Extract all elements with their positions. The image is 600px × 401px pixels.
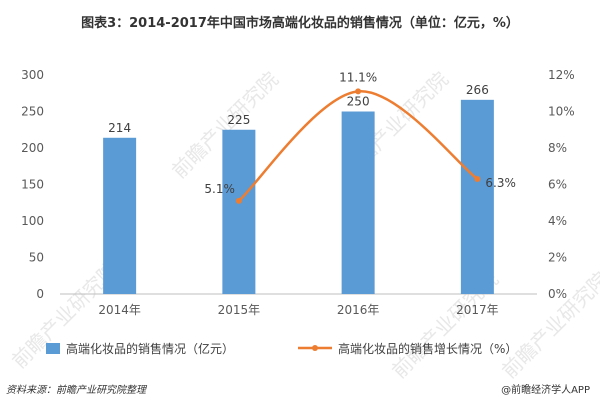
y-right-tick-label: 4% [548, 214, 567, 228]
bar [341, 111, 375, 294]
legend-line-marker [312, 345, 318, 351]
bar-data-label: 266 [466, 83, 489, 97]
bar-data-label: 225 [227, 113, 250, 127]
bar [460, 99, 494, 294]
chart-title: 图表3：2014-2017年中国市场高端化妆品的销售情况（单位：亿元，%） [81, 16, 519, 31]
x-tick-label: 2016年 [337, 303, 380, 317]
y-right-tick-label: 6% [548, 178, 567, 192]
y-left-tick-label: 50 [29, 251, 44, 265]
growth-point [355, 88, 362, 95]
y-left-tick-label: 0 [36, 287, 44, 301]
y-right-tick-label: 0% [548, 287, 567, 301]
bar [222, 129, 256, 294]
bar-data-label: 214 [108, 121, 131, 135]
growth-data-label: 6.3% [485, 176, 516, 190]
x-tick-label: 2015年 [218, 303, 261, 317]
y-right-tick-label: 10% [548, 105, 575, 119]
y-right-tick-label: 8% [548, 141, 567, 155]
growth-data-label: 11.1% [339, 70, 377, 84]
y-left-tick-label: 200 [21, 141, 44, 155]
growth-point [474, 176, 481, 183]
legend-bar-label: 高端化妆品的销售情况（亿元） [66, 341, 234, 356]
y-left-tick-label: 150 [21, 178, 44, 192]
legend-bar-swatch [46, 343, 60, 354]
y-left-tick-label: 300 [21, 68, 44, 82]
y-left-tick-label: 250 [21, 105, 44, 119]
y-right-tick-label: 12% [548, 68, 575, 82]
y-right-tick-label: 2% [548, 251, 567, 265]
source-note: 资料来源：前瞻产业研究院整理 [6, 385, 146, 396]
growth-point [235, 197, 242, 204]
bar-data-label: 250 [347, 95, 370, 109]
growth-data-label: 5.1% [204, 182, 235, 196]
bar [103, 137, 137, 294]
credit-note: @前瞻经济学人APP [501, 385, 590, 396]
x-tick-label: 2014年 [98, 303, 141, 317]
x-tick-label: 2017年 [456, 303, 499, 317]
watermark-text-4: 前瞻产业研究院 [497, 267, 600, 383]
legend-line-label: 高端化妆品的销售增长情况（%） [338, 341, 517, 356]
y-left-tick-label: 100 [21, 214, 44, 228]
